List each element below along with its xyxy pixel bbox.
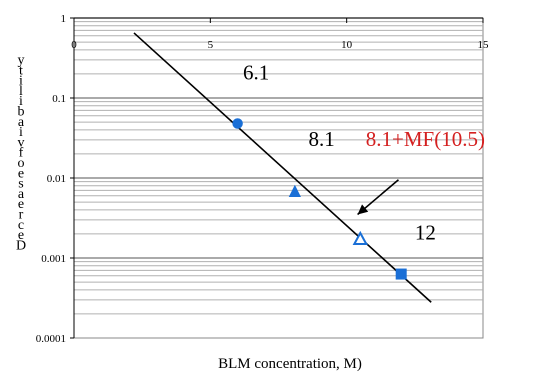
y-tick-label: 1 — [61, 13, 67, 25]
y-axis-title-char: e — [18, 166, 24, 181]
y-axis-title-char: r — [19, 208, 24, 223]
y-axis-title-char: D — [16, 238, 26, 253]
data-point-circle — [232, 118, 243, 129]
y-tick-label: 0.1 — [52, 93, 66, 105]
y-axis-title-char: a — [18, 115, 25, 130]
annotation-label: 6.1 — [243, 61, 269, 85]
y-axis-title-char: y — [18, 53, 25, 68]
x-tick-label: 15 — [478, 39, 490, 51]
annotations: 6.1 8.1 8.1+MF(10.5) 12 — [243, 61, 485, 245]
data-point-triangle — [352, 230, 368, 245]
data-point-square — [395, 268, 407, 280]
y-axis-title-char: e — [18, 228, 24, 243]
trendline — [133, 32, 432, 303]
x-tick-label: 0 — [71, 39, 77, 51]
y-axis-title-char: l — [19, 84, 23, 99]
y-axis-title-char: c — [18, 218, 24, 233]
x-tick-label: 10 — [341, 39, 353, 51]
annotation-label: 8.1+MF(10.5) — [366, 127, 485, 151]
y-axis-title-char: a — [18, 187, 25, 202]
y-axis-title-char: i — [19, 125, 23, 140]
gridlines — [74, 17, 483, 315]
annotation-label: 12 — [415, 221, 436, 245]
x-tick-label: 5 — [208, 39, 214, 51]
y-tick-label: 0.0001 — [36, 333, 66, 345]
y-axis-title-char: i — [19, 74, 23, 89]
y-axis-title-char: v — [18, 135, 25, 150]
y-axis-title-char: e — [18, 197, 24, 212]
annotation-label: 8.1 — [308, 127, 334, 151]
y-axis-title-char: b — [18, 105, 25, 120]
y-tick-label: 0.01 — [47, 173, 66, 185]
y-axis-title-char: s — [18, 177, 23, 192]
annotation-arrow-head — [357, 204, 369, 215]
axes: 0 5 10 15 1 0.1 0.01 0.001 0.0001 — [36, 13, 489, 345]
x-axis-title: BLM concentration, M) — [218, 356, 362, 372]
y-tick-label: 0.001 — [41, 253, 66, 265]
trendline-group — [133, 32, 432, 303]
y-axis-title-char: i — [19, 94, 23, 109]
y-axis-title-char: f — [19, 146, 24, 161]
data-point-triangle — [288, 184, 301, 198]
data-points — [232, 118, 407, 280]
y-axis-title-char: t — [19, 63, 23, 78]
y-axis-title-char: o — [18, 156, 25, 171]
